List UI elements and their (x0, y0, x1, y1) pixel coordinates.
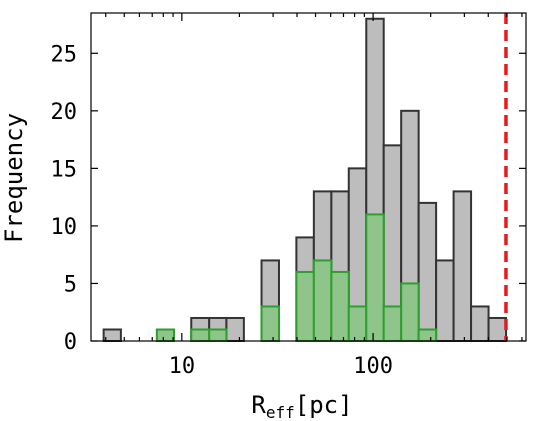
x-axis-label-sub: eff (266, 403, 295, 421)
y-tick-label: 25 (51, 42, 78, 67)
x-axis-label-main: R (251, 391, 266, 419)
histogram-bar-subset (155, 328, 176, 343)
x-tick-label: 100 (353, 354, 393, 379)
y-tick-label: 15 (51, 157, 78, 182)
histogram-bar-all (417, 201, 438, 342)
histogram-bar-subset (208, 328, 228, 343)
y-tick-label: 0 (64, 330, 77, 355)
y-tick-label: 5 (64, 272, 77, 297)
x-tick-label: 10 (169, 354, 196, 379)
histogram-bar-subset (312, 259, 333, 342)
histogram-bar-subset (295, 270, 315, 342)
histogram-bar-subset (330, 270, 350, 342)
plot-area: 0 5 10 15 20 25 10 100 (51, 12, 527, 379)
histogram-bar-subset (382, 305, 403, 343)
histogram-bar-subset (190, 328, 211, 343)
histogram-bar-subset (260, 305, 280, 343)
x-axis-label-unit: [pc] (295, 391, 353, 419)
histogram-bar-all (435, 259, 455, 342)
y-tick-label: 20 (51, 100, 78, 125)
histogram-bar-subset (365, 213, 385, 342)
histogram-bar-all (470, 305, 490, 343)
plot-frame (90, 12, 527, 342)
histogram-bar-subset (347, 305, 368, 343)
histogram-bar-all (487, 316, 508, 342)
histogram-bar-all (225, 316, 245, 342)
y-axis-label: Frequency (0, 113, 28, 243)
x-axis-label: Reff[pc] (251, 391, 352, 421)
y-tick-label: 10 (51, 215, 78, 240)
histogram-bar-all (452, 190, 473, 342)
histogram-bar-subset (417, 328, 438, 343)
histogram-bar-subset (400, 282, 420, 343)
